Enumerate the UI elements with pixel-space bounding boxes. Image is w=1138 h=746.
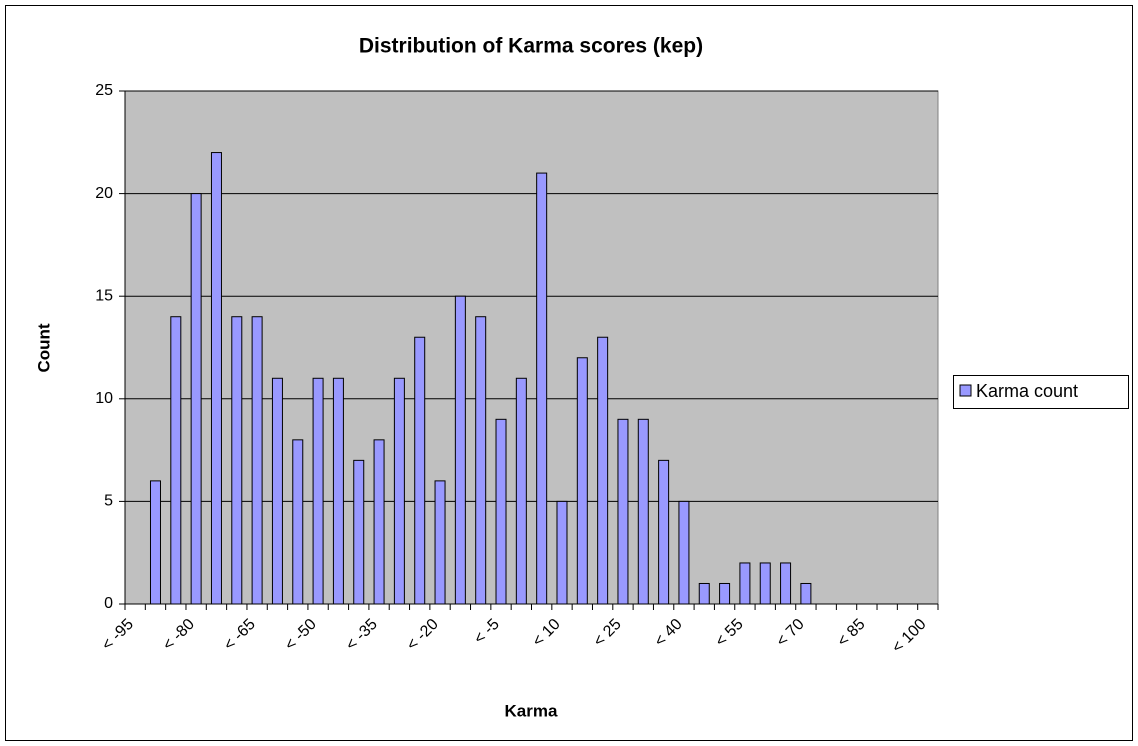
bar xyxy=(454,295,466,605)
bar xyxy=(231,316,243,605)
bar xyxy=(292,439,304,605)
bar xyxy=(475,316,487,605)
y-axis-label: Count xyxy=(34,323,53,372)
x-axis-label: Karma xyxy=(505,701,558,720)
bar xyxy=(617,418,629,605)
bar xyxy=(637,418,649,605)
bar xyxy=(170,316,182,605)
bar xyxy=(759,562,771,605)
bar xyxy=(698,582,710,605)
chart-title: Distribution of Karma scores (kep) xyxy=(359,35,703,58)
bar xyxy=(332,377,344,605)
y-tick-label: 5 xyxy=(104,493,113,510)
y-tick-label: 25 xyxy=(95,82,113,99)
bar xyxy=(495,418,507,605)
bar xyxy=(780,562,792,605)
legend-label: Karma count xyxy=(976,381,1078,401)
bar xyxy=(251,316,263,605)
bar xyxy=(658,459,670,605)
legend-swatch xyxy=(959,384,972,397)
bar xyxy=(678,500,690,605)
bar xyxy=(210,152,222,605)
bar xyxy=(800,582,812,605)
y-tick-label: 15 xyxy=(95,287,113,304)
y-tick-label: 10 xyxy=(95,390,113,407)
bar xyxy=(739,562,751,605)
bar xyxy=(719,582,731,605)
bar xyxy=(515,377,527,605)
legend xyxy=(953,375,1129,409)
bar xyxy=(149,480,161,605)
y-tick-label: 20 xyxy=(95,185,113,202)
bar xyxy=(556,500,568,605)
bar xyxy=(434,480,446,605)
bar xyxy=(414,336,426,605)
bar xyxy=(536,172,548,605)
bar xyxy=(597,336,609,605)
bar xyxy=(271,377,283,605)
bar xyxy=(576,357,588,605)
y-tick-label: 0 xyxy=(104,595,113,612)
bar xyxy=(190,193,202,605)
bar xyxy=(373,439,385,605)
plot-area xyxy=(124,90,939,605)
bar xyxy=(312,377,324,605)
bar xyxy=(353,459,365,605)
bar xyxy=(393,377,405,605)
